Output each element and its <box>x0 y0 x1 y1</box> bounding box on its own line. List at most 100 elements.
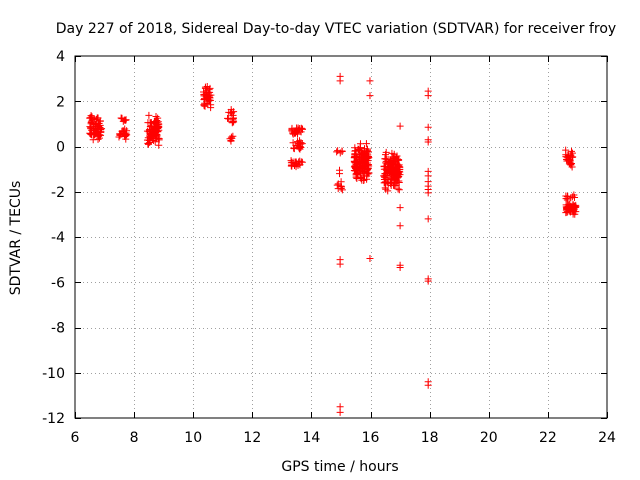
data-point <box>424 277 432 285</box>
x-tick-label: 14 <box>303 430 321 446</box>
data-point <box>92 120 100 128</box>
y-tick-label: -2 <box>51 185 65 201</box>
data-point <box>143 136 151 144</box>
x-tick-label: 16 <box>362 430 380 446</box>
data-point <box>294 138 302 146</box>
data-point <box>396 222 404 230</box>
data-point <box>200 95 208 103</box>
chart-title: Day 227 of 2018, Sidereal Day-to-day VTE… <box>56 21 616 37</box>
data-point <box>338 186 346 194</box>
data-point <box>290 158 298 166</box>
data-point <box>287 157 295 165</box>
data-point <box>363 152 371 160</box>
data-point <box>224 114 232 122</box>
data-point <box>396 204 404 212</box>
data-point <box>336 170 344 178</box>
x-tick-label: 22 <box>539 430 557 446</box>
x-tick-label: 6 <box>71 430 80 446</box>
data-point <box>336 77 344 85</box>
y-tick-label: -12 <box>42 411 65 427</box>
data-point <box>568 149 576 157</box>
data-point <box>118 114 126 122</box>
data-point <box>154 114 162 122</box>
data-point <box>394 185 402 193</box>
data-point <box>567 194 575 202</box>
data-point <box>424 215 432 223</box>
data-point <box>87 125 95 133</box>
x-tick-label: 24 <box>598 430 616 446</box>
data-point <box>381 151 389 159</box>
data-point <box>207 101 215 109</box>
data-point <box>356 144 364 152</box>
data-point <box>146 122 154 130</box>
data-point <box>384 180 392 188</box>
data-point <box>87 112 95 120</box>
data-point <box>366 254 374 262</box>
data-point <box>155 136 163 144</box>
data-point <box>336 260 344 268</box>
data-point <box>96 121 104 129</box>
data-points-layer <box>86 72 580 416</box>
data-point <box>565 156 573 164</box>
data-point <box>204 89 212 97</box>
data-point <box>390 150 398 158</box>
data-point <box>567 147 575 155</box>
x-tick-label: 20 <box>480 430 498 446</box>
y-tick-label: -6 <box>51 275 65 291</box>
y-tick-label: -4 <box>51 230 65 246</box>
data-point <box>566 155 574 163</box>
data-point <box>381 184 389 192</box>
data-point <box>227 106 235 114</box>
data-point <box>395 179 403 187</box>
data-point <box>564 151 572 159</box>
data-point <box>359 149 367 157</box>
data-point <box>92 115 100 123</box>
data-point <box>424 381 432 389</box>
data-point <box>569 201 577 209</box>
data-point <box>366 92 374 100</box>
data-point <box>355 152 363 160</box>
data-point <box>201 83 209 91</box>
data-point <box>396 122 404 130</box>
y-tick-label: 4 <box>56 49 65 65</box>
data-point <box>380 162 388 170</box>
data-point <box>334 147 342 155</box>
x-tick-label: 12 <box>243 430 261 446</box>
data-point <box>145 111 153 119</box>
data-point <box>389 170 397 178</box>
data-point <box>203 82 211 90</box>
x-tick-label: 10 <box>184 430 202 446</box>
data-point <box>357 175 365 183</box>
data-point <box>424 138 432 146</box>
data-point <box>297 124 305 132</box>
data-point <box>391 160 399 168</box>
data-point <box>97 131 105 139</box>
data-point <box>366 77 374 85</box>
x-tick-label: 8 <box>130 430 139 446</box>
data-point <box>562 146 570 154</box>
data-point <box>148 135 156 143</box>
data-point <box>395 186 403 194</box>
data-point <box>396 264 404 272</box>
data-point <box>152 113 160 121</box>
data-point <box>570 202 578 210</box>
data-point <box>289 139 297 147</box>
data-point <box>227 133 235 141</box>
data-point <box>394 156 402 164</box>
data-point <box>353 164 361 172</box>
plot-frame <box>74 55 608 419</box>
data-point <box>387 175 395 183</box>
data-point <box>386 159 394 167</box>
grid-layer <box>75 56 607 418</box>
data-point <box>363 147 371 155</box>
y-tick-label: 0 <box>56 140 65 156</box>
data-point <box>424 123 432 131</box>
y-axis-label: SDTVAR / TECUs <box>8 181 24 296</box>
data-point <box>88 126 96 134</box>
data-point <box>145 126 153 134</box>
data-point <box>389 154 397 162</box>
data-point <box>362 140 370 148</box>
